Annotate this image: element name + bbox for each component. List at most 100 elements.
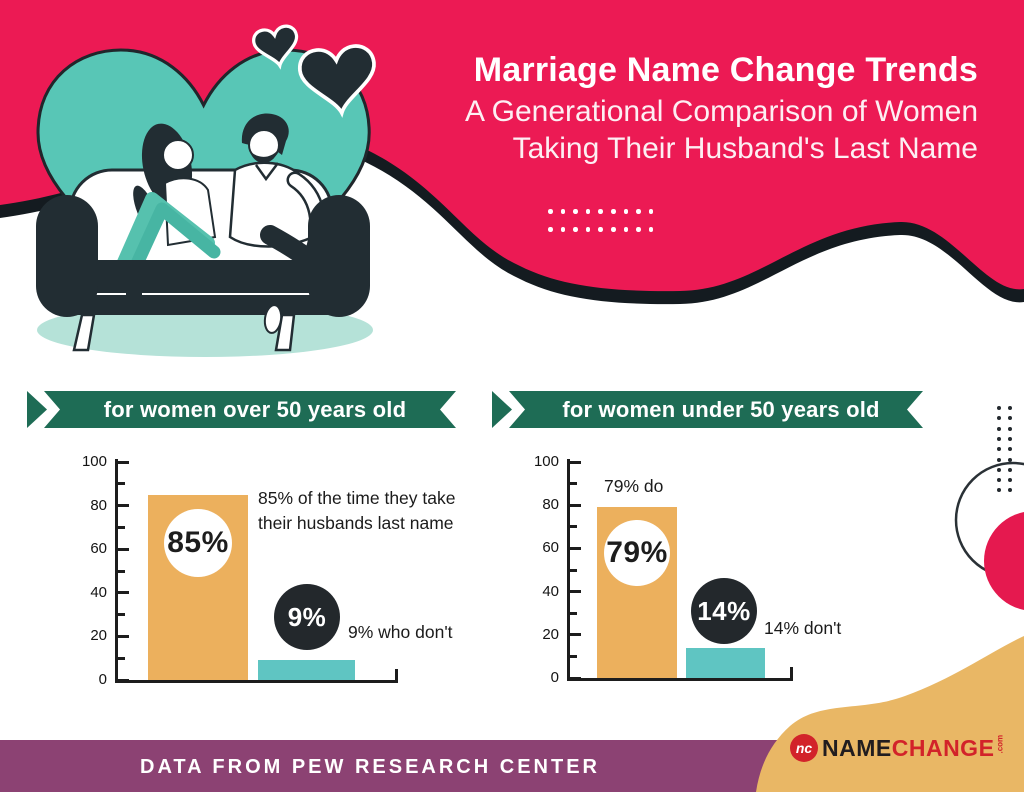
subtitle-line-2: Taking Their Husband's Last Name (512, 132, 978, 166)
dot (585, 209, 591, 214)
dot (997, 457, 1001, 462)
header: Marriage Name Change Trends A Generation… (465, 51, 978, 168)
logo-tld-text: .com (995, 734, 1005, 753)
major-tick (570, 503, 581, 507)
dot (1008, 467, 1012, 472)
dot (636, 227, 641, 232)
percent-badge: 85% (164, 509, 232, 577)
dot (1008, 447, 1012, 452)
y-axis (567, 459, 570, 681)
chart-under-50: 79% do 14% don't 0 20 40 60 80 100 79% 14% (532, 450, 952, 712)
minor-tick (570, 568, 577, 572)
major-tick (570, 460, 581, 464)
pink-circle (984, 512, 1024, 610)
percent-badge: 79% (604, 520, 670, 586)
minor-tick (570, 525, 577, 529)
x-axis (115, 680, 398, 683)
major-tick (570, 633, 581, 637)
tick-label: 60 (90, 540, 107, 558)
dot (560, 227, 566, 232)
percent-badge: 9% (274, 584, 340, 650)
ribbon-label: for women over 50 years old (44, 391, 456, 428)
dot (636, 209, 641, 214)
minor-tick (118, 613, 125, 617)
logo-name-text: NAME (822, 734, 892, 761)
x-axis (567, 678, 793, 681)
major-tick (118, 678, 129, 682)
annotation-take-name: 85% of the time they take their husbands… (258, 488, 456, 533)
page-subtitle: A Generational Comparison of Women Takin… (465, 94, 978, 168)
tick-label: 0 (98, 671, 107, 688)
ribbon-over-50: for women over 50 years old (27, 391, 456, 428)
bar-9% (258, 660, 355, 680)
minor-tick (118, 656, 125, 660)
dot (997, 436, 1001, 441)
annotation-dont: 9% who don't (348, 622, 453, 642)
tick-label: 40 (90, 583, 107, 601)
dot (1008, 416, 1012, 421)
y-axis (115, 459, 118, 683)
minor-tick (118, 525, 125, 529)
ribbon-label: for women under 50 years old (509, 391, 923, 428)
tick-label: 80 (90, 496, 107, 514)
dot (560, 209, 566, 214)
dot (548, 227, 553, 232)
dot (1008, 436, 1012, 441)
page-title: Marriage Name Change Trends (473, 51, 978, 89)
dot (1008, 478, 1012, 483)
couple-on-couch-illustration (36, 113, 373, 357)
major-tick (570, 546, 581, 550)
tick-label: 20 (542, 625, 559, 643)
tick-label: 100 (81, 453, 107, 470)
major-tick (570, 590, 581, 594)
x-axis-end-tick (395, 669, 398, 680)
dot (611, 209, 616, 214)
namechange-logo-icon: nc (790, 734, 818, 762)
dot (623, 209, 629, 214)
dot (1008, 426, 1012, 431)
dot (573, 209, 578, 214)
dot (585, 227, 591, 232)
major-tick (118, 460, 129, 464)
dot (648, 209, 654, 214)
chart-over-50: 85% of the time they take their husbands… (80, 450, 500, 712)
dot (1008, 406, 1012, 410)
minor-tick (570, 611, 577, 615)
data-source: DATA FROM PEW RESEARCH CENTER (140, 756, 600, 778)
subtitle-line-1: A Generational Comparison of Women (464, 95, 978, 129)
logo-change-text: CHANGE (891, 734, 995, 761)
bar-14% (686, 647, 765, 678)
major-tick (118, 591, 129, 595)
dot (648, 227, 654, 232)
tick-label: 60 (542, 539, 559, 557)
percent-badge: 14% (691, 578, 757, 644)
major-tick (118, 634, 129, 638)
dot (997, 467, 1001, 472)
major-tick (118, 547, 129, 551)
dot (997, 488, 1001, 493)
tick-label: 20 (90, 627, 107, 645)
tick-label: 0 (550, 669, 559, 686)
tick-label: 40 (542, 582, 559, 600)
dot (1008, 488, 1012, 493)
dot (573, 227, 578, 232)
minor-tick (118, 482, 125, 486)
dot (548, 209, 553, 214)
dot (611, 227, 616, 232)
namechange-logo: nc NAME CHANGE .com (790, 733, 1005, 763)
dot (997, 447, 1001, 452)
annotation-dont: 14% don't (764, 618, 842, 638)
orange-blob (756, 636, 1024, 792)
dot (997, 416, 1001, 421)
minor-tick (570, 482, 577, 486)
heart-icon (298, 44, 376, 118)
dot (997, 406, 1001, 410)
dot (623, 227, 629, 232)
minor-tick (118, 569, 125, 573)
minor-tick (570, 654, 577, 658)
heart-icon (252, 24, 299, 70)
annotation-do: 79% do (604, 476, 664, 496)
dot (997, 426, 1001, 431)
